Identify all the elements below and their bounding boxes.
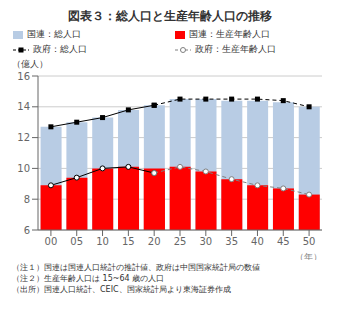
svg-text:14: 14 <box>17 101 30 112</box>
svg-text:45: 45 <box>277 236 290 247</box>
html-text:（注１）国連は国連人口統計の推計値、政府は中国国家統計局の数: （注１）国連は国連人口統計の推計値、政府は中国国家統計局の数値 <box>12 263 260 272</box>
svg-text:15: 15 <box>122 236 135 247</box>
html-text:政府：生産年齢人口: 政府：生産年齢人口 <box>195 44 276 54</box>
svg-text:8: 8 <box>24 194 30 205</box>
svg-text:00: 00 <box>45 236 58 247</box>
html-text:国連：総人口: 国連：総人口 <box>27 29 81 39</box>
html-text:（注２）生産年齢人口は 15~64 歳の人口: （注２）生産年齢人口は 15~64 歳の人口 <box>12 274 165 283</box>
html-text:図表３：総人口と生産年齢人口の推移: 図表３：総人口と生産年齢人口の推移 <box>68 9 272 23</box>
html-text:（億人）: （億人） <box>12 59 48 69</box>
svg-text:50: 50 <box>303 236 316 247</box>
svg-text:35: 35 <box>225 236 238 247</box>
svg-text:6: 6 <box>24 225 30 236</box>
svg-text:20: 20 <box>148 236 161 247</box>
svg-text:12: 12 <box>17 132 30 143</box>
svg-text:40: 40 <box>251 236 264 247</box>
svg-text:16: 16 <box>17 71 30 82</box>
svg-text:（年）: （年） <box>295 252 322 260</box>
svg-text:10: 10 <box>17 163 30 174</box>
svg-text:10: 10 <box>96 236 109 247</box>
svg-text:05: 05 <box>70 236 83 247</box>
svg-text:25: 25 <box>174 236 187 247</box>
svg-text:30: 30 <box>199 236 212 247</box>
html-text:政府：総人口: 政府：総人口 <box>33 44 87 54</box>
html-text:（出所）国連人口統計、CEIC、国家統計局より東海証券作成: （出所）国連人口統計、CEIC、国家統計局より東海証券作成 <box>12 285 231 294</box>
html-text:国連：生産年齢人口: 国連：生産年齢人口 <box>189 29 270 39</box>
